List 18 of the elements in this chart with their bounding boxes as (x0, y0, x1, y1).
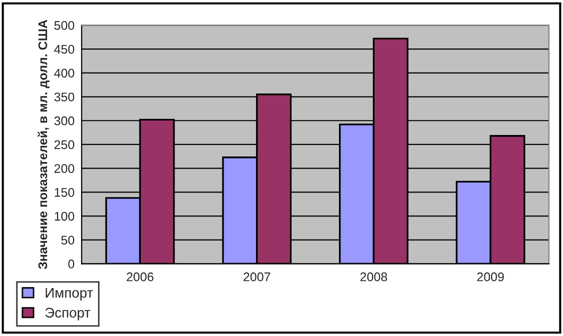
y-tick-label: 250 (54, 140, 74, 150)
x-tick-label: 2007 (244, 272, 270, 282)
y-tick-label: 200 (54, 164, 74, 173)
y-tick-label: 50 (61, 236, 74, 245)
y-axis-title: Значение показателей, в мл. долл. США (38, 20, 50, 270)
x-tick-label: 2006 (126, 272, 154, 282)
legend-label: Импорт (46, 288, 93, 300)
y-tick-label: 300 (54, 116, 74, 126)
legend-label: Эспорт (45, 308, 90, 320)
y-tick-label: 500 (54, 21, 74, 30)
y-tick-label: 350 (54, 92, 74, 102)
x-tick-label: 2009 (477, 272, 504, 282)
y-tick-label: 450 (54, 44, 74, 54)
y-tick-label: 100 (54, 212, 74, 221)
x-tick-label: 2008 (360, 272, 388, 282)
y-tick-label: 150 (54, 188, 74, 197)
y-tick-label: 0 (68, 260, 74, 268)
y-tick-label: 400 (54, 68, 74, 78)
